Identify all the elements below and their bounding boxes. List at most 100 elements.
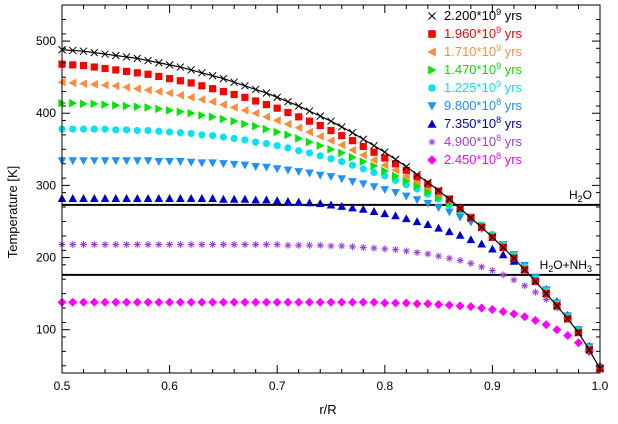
data-point bbox=[111, 194, 121, 202]
data-point bbox=[262, 241, 270, 249]
data-point bbox=[445, 208, 454, 217]
data-point bbox=[133, 157, 142, 166]
data-point bbox=[112, 100, 121, 110]
data-point bbox=[272, 165, 282, 174]
x-tick-label: 0.9 bbox=[484, 379, 501, 393]
data-point bbox=[348, 137, 357, 145]
data-point bbox=[101, 125, 109, 133]
x-axis-label: r/R bbox=[319, 402, 336, 417]
data-point bbox=[229, 103, 238, 112]
data-point bbox=[327, 144, 336, 154]
data-point bbox=[262, 124, 271, 134]
data-point bbox=[424, 180, 432, 188]
data-point bbox=[90, 125, 98, 133]
data-point bbox=[187, 241, 195, 249]
data-point bbox=[498, 307, 508, 317]
data-point bbox=[123, 241, 131, 249]
data-point bbox=[359, 142, 367, 151]
data-point bbox=[79, 157, 88, 166]
legend-entry: 9.800*108 yrs bbox=[444, 97, 523, 113]
data-point bbox=[69, 98, 78, 108]
data-point bbox=[402, 214, 411, 223]
data-point bbox=[230, 90, 238, 99]
data-point bbox=[229, 297, 239, 307]
x-tick-label: 0.8 bbox=[376, 379, 393, 393]
data-point bbox=[100, 194, 110, 202]
data-point bbox=[283, 196, 293, 205]
y-tick-label: 300 bbox=[36, 178, 56, 192]
data-point bbox=[337, 201, 347, 210]
data-point bbox=[391, 165, 400, 175]
data-point bbox=[412, 299, 422, 309]
series-line bbox=[61, 49, 601, 369]
data-point bbox=[327, 155, 335, 163]
data-point bbox=[219, 133, 227, 141]
data-point bbox=[315, 297, 325, 307]
data-point bbox=[294, 197, 304, 206]
data-point bbox=[392, 246, 400, 254]
data-point bbox=[466, 302, 476, 312]
data-point bbox=[133, 69, 141, 77]
data-point bbox=[240, 297, 250, 307]
data-point bbox=[197, 159, 207, 168]
data-point bbox=[445, 227, 454, 236]
data-point bbox=[198, 111, 207, 120]
data-point bbox=[381, 154, 389, 162]
data-point bbox=[90, 63, 98, 71]
data-point bbox=[349, 243, 357, 251]
y-tick-label: 500 bbox=[36, 34, 56, 48]
data-point bbox=[132, 297, 142, 307]
data-point bbox=[122, 67, 131, 75]
data-point bbox=[143, 297, 153, 307]
data-point bbox=[166, 75, 174, 83]
data-point bbox=[369, 207, 379, 215]
data-point bbox=[521, 282, 529, 290]
data-point bbox=[412, 217, 422, 226]
data-point bbox=[89, 194, 99, 202]
data-point bbox=[283, 119, 292, 129]
data-point bbox=[176, 129, 184, 137]
data-point bbox=[112, 126, 120, 134]
data-point bbox=[413, 181, 422, 191]
data-point bbox=[466, 235, 476, 244]
data-point bbox=[176, 241, 184, 249]
data-point bbox=[294, 123, 303, 132]
data-point bbox=[69, 241, 77, 249]
data-point bbox=[241, 136, 249, 144]
data-point bbox=[391, 160, 400, 168]
series-asterisk bbox=[58, 241, 604, 371]
y-axis-label: Temperature [K] bbox=[5, 166, 20, 259]
data-point bbox=[101, 100, 110, 109]
data-point bbox=[166, 241, 174, 249]
data-point bbox=[133, 126, 141, 135]
x-tick-label: 0.6 bbox=[161, 379, 178, 393]
data-point bbox=[133, 241, 141, 249]
legend-entry: 2.450*108 yrs bbox=[444, 151, 523, 167]
data-point bbox=[326, 173, 336, 182]
data-point bbox=[380, 186, 390, 195]
data-point bbox=[69, 61, 77, 69]
data-point bbox=[273, 241, 281, 249]
data-point bbox=[315, 171, 325, 180]
data-point bbox=[304, 297, 314, 307]
data-point bbox=[186, 158, 196, 167]
data-point bbox=[305, 127, 314, 137]
data-point bbox=[284, 130, 293, 140]
data-point bbox=[316, 121, 324, 130]
data-point bbox=[262, 163, 271, 172]
data-point bbox=[444, 300, 454, 310]
data-point bbox=[284, 144, 292, 152]
data-point bbox=[305, 149, 314, 157]
data-point bbox=[143, 194, 153, 202]
data-point bbox=[358, 297, 368, 307]
data-point bbox=[305, 241, 313, 249]
data-point bbox=[175, 297, 185, 307]
data-point bbox=[209, 112, 217, 122]
data-point bbox=[111, 157, 121, 166]
data-point bbox=[435, 252, 443, 260]
data-point bbox=[423, 220, 433, 228]
data-point bbox=[338, 148, 347, 158]
data-point bbox=[143, 157, 153, 166]
data-point bbox=[402, 176, 411, 186]
data-point bbox=[380, 298, 390, 308]
